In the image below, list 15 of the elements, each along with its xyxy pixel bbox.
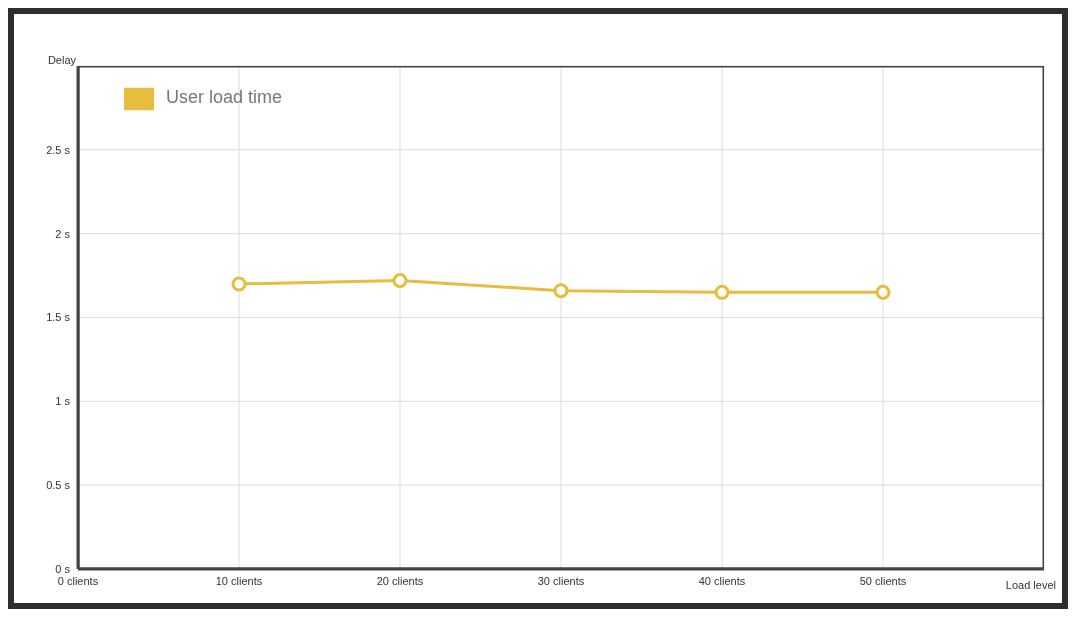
y-tick-label: 1 s xyxy=(55,395,71,408)
x-tick-label: 10 clients xyxy=(215,574,263,587)
x-axis-title: Load level xyxy=(1005,579,1056,591)
y-tick-label: 0 s xyxy=(55,562,71,575)
x-tick-label: 50 clients xyxy=(859,574,907,587)
x-tick-label: 40 clients xyxy=(698,574,746,587)
legend-label: User load time xyxy=(166,87,283,108)
y-axis-title: Delay xyxy=(47,54,77,66)
y-tick-label: 1.5 s xyxy=(46,311,71,324)
y-tick-label: 0.5 s xyxy=(46,479,71,492)
y-tick-label: 2 s xyxy=(55,227,71,240)
y-tick-label: 2.5 s xyxy=(46,143,71,156)
x-tick-label: 20 clients xyxy=(376,574,424,587)
x-tick-label: 30 clients xyxy=(537,574,585,587)
x-tick-label: 0 clients xyxy=(57,574,99,587)
